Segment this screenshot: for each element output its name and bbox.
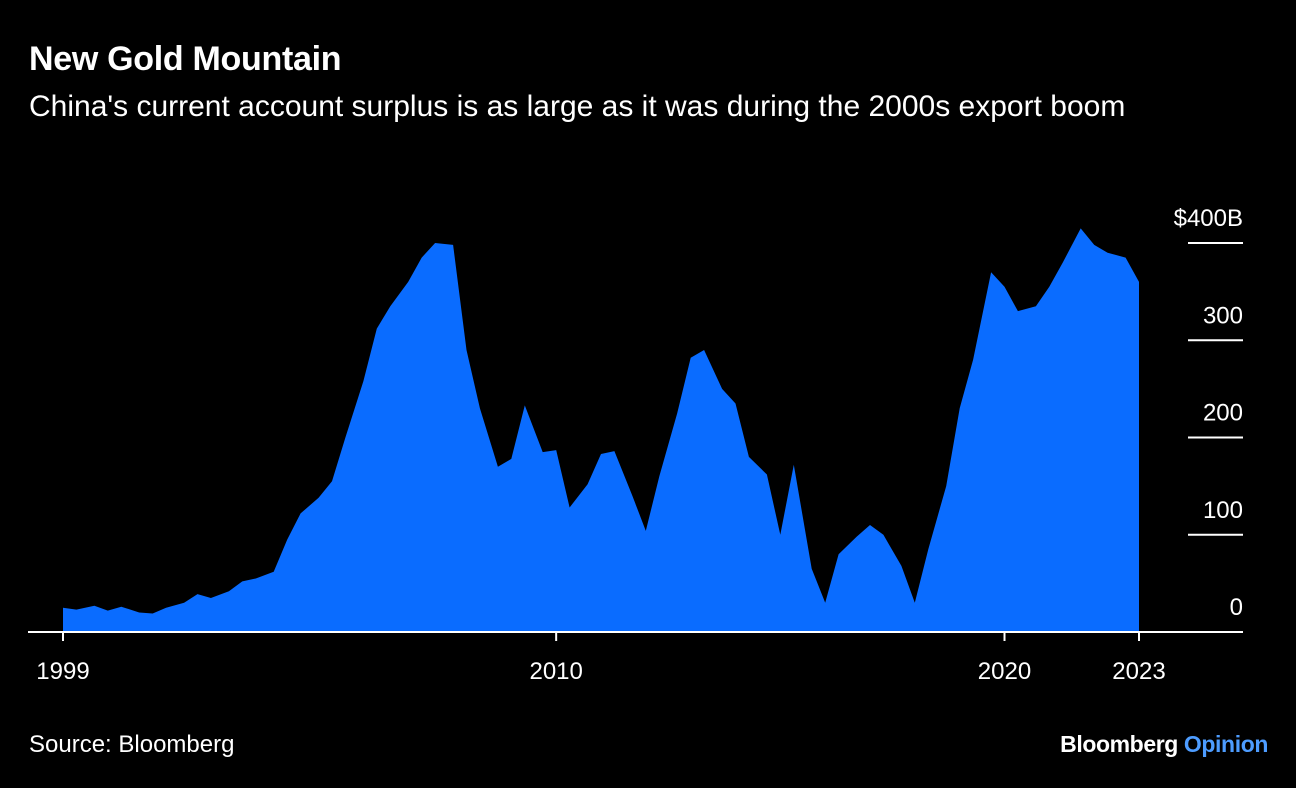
x-tick-label: 2020 bbox=[978, 658, 1031, 685]
plot-series bbox=[63, 228, 1139, 632]
source-note: Source: Bloomberg bbox=[29, 731, 235, 758]
brand-accent: Opinion bbox=[1183, 731, 1268, 757]
chart-subtitle: China's current account surplus is as la… bbox=[29, 90, 1126, 123]
y-tick-label: 100 bbox=[1203, 497, 1243, 524]
chart-title: New Gold Mountain bbox=[29, 40, 342, 78]
y-tick-label: $400B bbox=[1174, 205, 1243, 232]
y-tick-label: 200 bbox=[1203, 400, 1243, 427]
y-tick-label: 300 bbox=[1203, 302, 1243, 329]
y-ticks: $400B 300 200 100 0 bbox=[1174, 205, 1243, 621]
y-tick-label: 0 bbox=[1230, 594, 1243, 621]
brand-main: Bloomberg bbox=[1060, 731, 1178, 757]
brand-logo: Bloomberg Opinion bbox=[1060, 731, 1268, 758]
x-tick-label: 1999 bbox=[36, 658, 89, 685]
area-series bbox=[63, 228, 1139, 632]
x-tick-label: 2010 bbox=[529, 658, 582, 685]
x-tick-label: 2023 bbox=[1112, 658, 1165, 685]
x-ticks: 1999 2010 2020 2023 bbox=[36, 632, 1166, 685]
